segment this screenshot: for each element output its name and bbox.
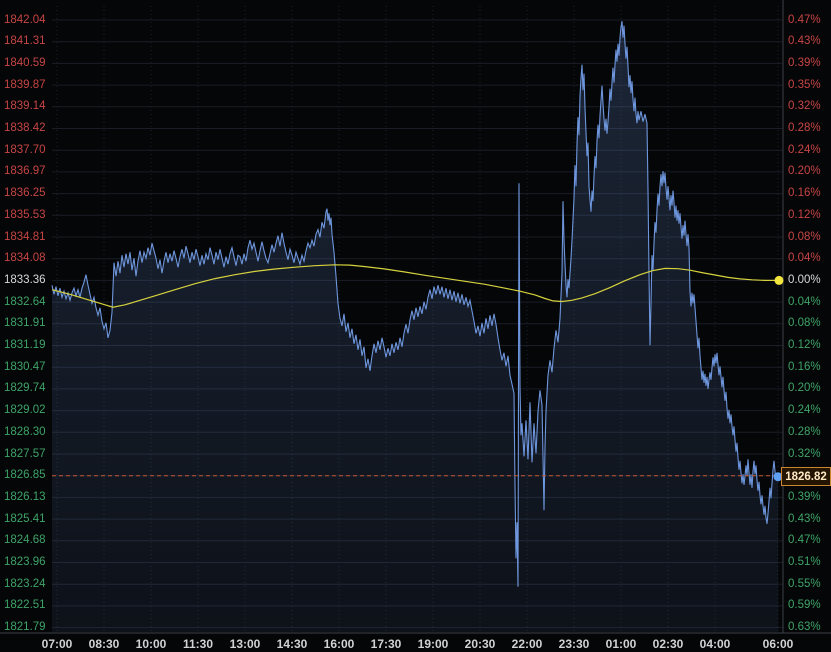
percent-axis-label: 0.04% <box>788 295 821 308</box>
percent-axis-label: 0.63% <box>788 621 821 634</box>
price-axis-label: 1836.97 <box>4 165 46 178</box>
percent-axis-label: 0.35% <box>788 78 821 91</box>
percent-axis-label: 0.32% <box>788 447 821 460</box>
percent-axis-label: 0.59% <box>788 599 821 612</box>
price-axis-label: 1839.14 <box>4 100 46 113</box>
price-axis-label: 1831.19 <box>4 339 46 351</box>
percent-axis-label: 0.51% <box>788 556 821 568</box>
time-axis-label: 11:30 <box>182 637 214 651</box>
percent-axis-label: 0.39% <box>788 490 821 503</box>
percent-axis-label: 0.28% <box>788 122 821 134</box>
price-axis-label: 1829.02 <box>4 404 46 417</box>
price-area-fill <box>52 21 778 632</box>
time-axis-label: 22:00 <box>511 637 543 651</box>
ma-end-dot <box>774 275 784 285</box>
percent-axis-label: 0.08% <box>788 317 821 330</box>
last-price-tag-label: 1826.82 <box>785 470 827 483</box>
percent-axis-label: 0.16% <box>788 360 821 373</box>
price-axis-label: 1841.31 <box>4 35 46 48</box>
last-price-dot <box>773 472 783 482</box>
percent-axis-label: 0.55% <box>788 577 821 590</box>
price-axis-label: 1831.91 <box>4 317 46 330</box>
last-price-tag: 1826.82 <box>781 467 831 487</box>
price-axis-label: 1826.13 <box>4 490 46 503</box>
price-axis-label: 1829.74 <box>4 382 46 395</box>
price-axis-label: 1839.87 <box>4 78 46 91</box>
price-axis-label: 1828.30 <box>4 425 46 438</box>
percent-axis-label: 0.00% <box>788 273 821 286</box>
time-axis-label: 13:00 <box>229 637 261 651</box>
percent-axis-label: 0.39% <box>788 56 821 69</box>
time-axis-label: 06:00 <box>762 637 794 651</box>
percent-axis-label: 0.20% <box>788 382 821 395</box>
percent-axis-label: 0.47% <box>788 13 821 26</box>
percent-axis-label: 0.20% <box>788 165 821 178</box>
price-line <box>51 21 779 587</box>
price-axis-label: 1834.08 <box>4 252 46 265</box>
price-axis-label: 1842.04 <box>4 13 46 26</box>
time-axis-label: 04:00 <box>699 637 731 651</box>
price-axis-label: 1834.81 <box>4 230 46 243</box>
time-axis-label: 23:30 <box>558 637 590 651</box>
price-axis-label: 1837.70 <box>4 143 46 156</box>
price-axis-label: 1825.41 <box>4 512 46 525</box>
time-axis-label: 19:00 <box>417 637 449 651</box>
time-axis-label: 20:30 <box>464 637 496 651</box>
time-axis-label: 07:00 <box>41 637 73 651</box>
price-axis-label: 1840.59 <box>4 56 46 69</box>
time-axis-label: 16:00 <box>323 637 355 651</box>
percent-axis-label: 0.04% <box>788 252 821 265</box>
percent-axis-label: 0.43% <box>788 512 821 525</box>
price-axis-label: 1833.36 <box>4 273 46 286</box>
percent-axis-label: 0.47% <box>788 534 821 547</box>
percent-axis-label: 0.08% <box>788 230 821 243</box>
moving-average-line <box>51 264 779 308</box>
time-axis-label: 14:30 <box>276 637 308 651</box>
time-axis-label: 10:00 <box>135 637 167 651</box>
price-axis-label: 1836.25 <box>4 187 46 200</box>
price-axis-label: 1830.47 <box>4 360 46 373</box>
price-axis-label: 1835.53 <box>4 208 46 221</box>
price-axis-label: 1823.96 <box>4 556 46 568</box>
price-axis-label: 1832.64 <box>4 295 46 308</box>
time-axis-label: 08:30 <box>88 637 120 651</box>
price-axis-label: 1822.51 <box>4 599 46 612</box>
percent-axis-label: 0.28% <box>788 425 821 438</box>
time-axis-label: 17:30 <box>370 637 402 651</box>
price-axis-label: 1823.24 <box>4 577 46 590</box>
percent-axis-label: 0.16% <box>788 187 821 200</box>
time-axis-label: 01:00 <box>605 637 637 651</box>
price-axis-label: 1821.79 <box>4 621 46 634</box>
time-axis-label: 02:30 <box>652 637 684 651</box>
price-axis-label: 1838.42 <box>4 122 46 134</box>
price-axis-label: 1824.68 <box>4 534 46 547</box>
percent-axis-label: 0.43% <box>788 35 821 48</box>
percent-axis-label: 0.12% <box>788 208 821 221</box>
percent-axis-label: 0.24% <box>788 404 821 417</box>
price-axis-label: 1827.57 <box>4 447 46 460</box>
price-axis-label: 1826.85 <box>4 469 46 482</box>
percent-axis-label: 0.24% <box>788 143 821 156</box>
percent-axis-label: 0.32% <box>788 100 821 113</box>
percent-axis-label: 0.12% <box>788 339 821 351</box>
